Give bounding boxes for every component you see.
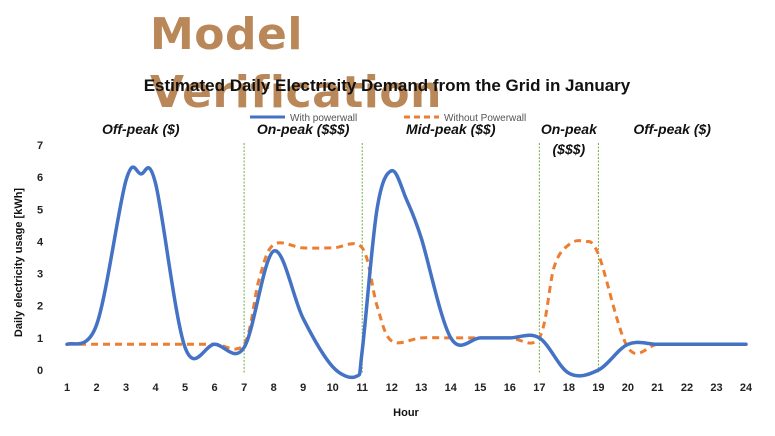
x-tick-label: 22 [681, 382, 693, 394]
legend-entry: Without Powerwall [444, 113, 526, 124]
y-tick-label: 1 [37, 333, 43, 345]
x-tick-label: 8 [271, 382, 277, 394]
x-tick-label: 9 [300, 382, 306, 394]
x-tick-label: 12 [386, 382, 398, 394]
period-labels: Off-peak ($) On-peak ($$$) Mid-peak ($$) On… [102, 121, 711, 157]
y-axis-label: Daily electricity usage [kWh] [13, 188, 25, 337]
series-line-without-powerwall [67, 239, 746, 355]
x-tick-label: 10 [327, 382, 339, 394]
y-tick-label: 3 [37, 269, 43, 281]
chart-series [65, 165, 748, 380]
x-tick-label: 2 [93, 382, 99, 394]
y-tick-label: 7 [37, 140, 43, 152]
y-tick-label: 2 [37, 301, 43, 313]
y-tick-label: 0 [37, 365, 43, 377]
legend-entry: With powerwall [290, 113, 357, 124]
x-tick-label: 21 [651, 382, 663, 394]
x-tick-label: 17 [533, 382, 545, 394]
x-tick-label: 11 [356, 382, 368, 394]
x-tick-label: 1 [64, 382, 70, 394]
x-tick-label: 19 [592, 382, 604, 394]
slide-title: Model Verification [150, 9, 442, 118]
x-axis-label: Hour [393, 407, 419, 419]
chart-title: Estimated Daily Electricity Demand from … [144, 76, 631, 95]
x-tick-label: 16 [504, 382, 516, 394]
x-tick-label: 14 [445, 382, 458, 394]
y-axis-ticks: 0 1 2 3 4 5 6 7 [37, 140, 44, 377]
x-tick-label: 4 [153, 382, 160, 394]
x-tick-label: 6 [212, 382, 218, 394]
x-tick-label: 23 [710, 382, 722, 394]
x-tick-label: 20 [622, 382, 634, 394]
period-label: Off-peak ($) [102, 121, 180, 137]
x-tick-label: 3 [123, 382, 129, 394]
period-label: ($$$) [553, 141, 586, 157]
period-label: On-peak ($$$) [257, 121, 350, 137]
y-tick-label: 6 [37, 172, 43, 184]
x-tick-label: 24 [740, 382, 753, 394]
period-label: On-peak [541, 121, 598, 137]
y-tick-label: 4 [37, 236, 44, 248]
series-line-with-powerwall [65, 165, 748, 380]
chart-legend: With powerwall Without Powerwall [250, 113, 526, 124]
y-tick-label: 5 [37, 204, 43, 216]
x-axis-ticks: 1 2 3 4 5 6 7 8 9 10 11 12 13 14 15 16 17 18 19 20 21 22 23 24 [64, 382, 753, 394]
x-tick-label: 5 [182, 382, 188, 394]
period-label: Mid-peak ($$) [406, 121, 496, 137]
period-label: Off-peak ($) [633, 121, 711, 137]
x-tick-label: 15 [474, 382, 486, 394]
x-tick-label: 13 [415, 382, 427, 394]
x-tick-label: 18 [563, 382, 575, 394]
x-tick-label: 7 [241, 382, 247, 394]
